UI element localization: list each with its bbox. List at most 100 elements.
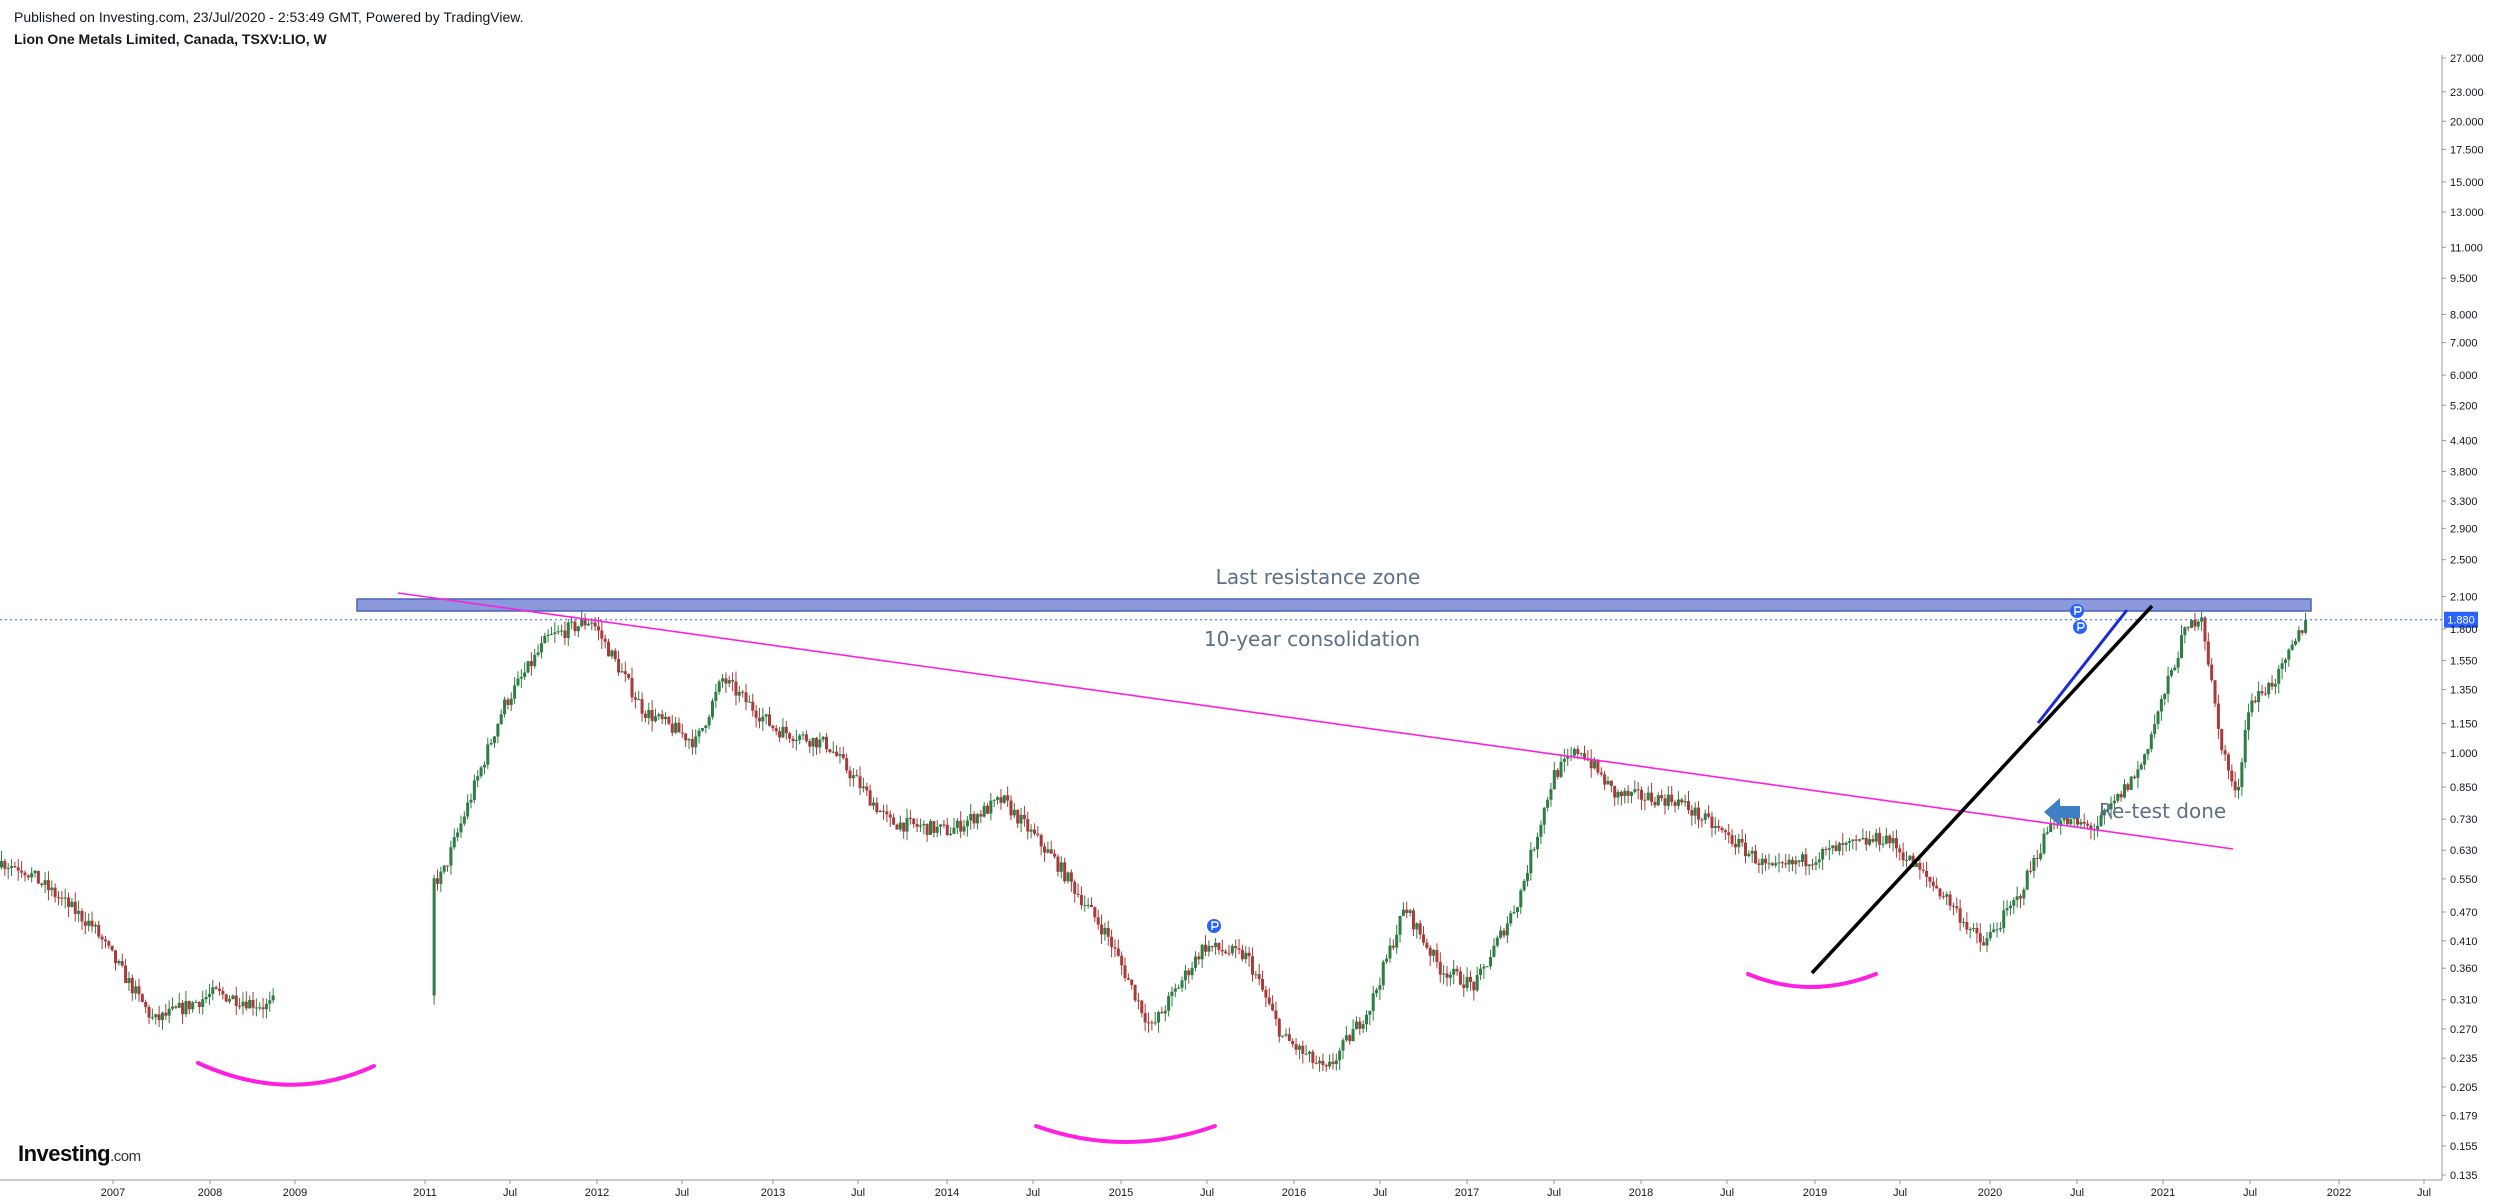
candle-body xyxy=(1261,978,1265,990)
candle-body xyxy=(251,999,255,1008)
candle-body xyxy=(1629,791,1633,796)
candle-body xyxy=(814,737,818,748)
candle-body xyxy=(845,758,849,771)
candle-body xyxy=(744,692,748,703)
price-tick-label: 17.500 xyxy=(2450,144,2484,156)
candle-body xyxy=(157,1014,161,1021)
candle-body xyxy=(529,661,533,667)
candle-body xyxy=(1666,794,1670,806)
candle-body xyxy=(1408,910,1412,913)
candle-body xyxy=(1599,772,1603,775)
symbol-title: Lion One Metals Limited, Canada, TSXV:LI… xyxy=(14,31,327,47)
candle-body xyxy=(268,1000,272,1004)
candle-body xyxy=(2183,627,2187,636)
candle-body xyxy=(791,738,795,742)
candle-body xyxy=(1918,863,1922,870)
candle-body xyxy=(1200,944,1204,960)
candle-body xyxy=(1864,837,1868,845)
candle-body xyxy=(1804,854,1808,867)
candle-body xyxy=(1140,1000,1144,1014)
candle-body xyxy=(1277,1018,1281,1037)
candle-body xyxy=(1083,905,1087,907)
candle-body xyxy=(1287,1034,1291,1041)
candle-body xyxy=(1995,929,1999,931)
candle-body xyxy=(1764,858,1768,864)
candle-body xyxy=(580,619,584,627)
candle-body xyxy=(2106,809,2110,812)
time-tick-label: 2009 xyxy=(283,1187,307,1199)
candle-body xyxy=(1525,873,1529,881)
price-tick-label: 2.100 xyxy=(2450,591,2478,603)
candle-body xyxy=(969,814,973,821)
candle-body xyxy=(955,820,959,828)
candle-body xyxy=(506,699,510,705)
candle-body xyxy=(781,726,785,738)
time-tick-label: Jul xyxy=(2243,1187,2257,1199)
candle-body xyxy=(201,999,205,1007)
candle-body xyxy=(2237,786,2241,791)
time-tick-label: 2012 xyxy=(585,1187,609,1199)
candle-body xyxy=(1871,839,1875,842)
candle-body xyxy=(1720,827,1724,831)
candle-body xyxy=(1515,907,1519,913)
candle-body xyxy=(885,811,889,815)
candle-body xyxy=(932,821,936,833)
time-tick-label: 2017 xyxy=(1455,1187,1479,1199)
candle-body xyxy=(888,814,892,818)
event-marker-glyph xyxy=(2074,606,2082,615)
candle-body xyxy=(174,1006,178,1008)
price-tick-label: 27.000 xyxy=(2450,53,2484,65)
candle-body xyxy=(617,658,621,673)
candle-body xyxy=(1435,950,1439,963)
candle-body xyxy=(999,797,1003,803)
candle-body xyxy=(446,865,450,867)
candle-body xyxy=(620,671,624,673)
candle-body xyxy=(1378,985,1382,990)
candle-body xyxy=(2116,794,2120,801)
candle-body xyxy=(1418,923,1422,935)
candle-body xyxy=(1509,913,1513,924)
candle-body xyxy=(1579,753,1583,755)
candle-body xyxy=(539,643,543,653)
candle-body xyxy=(838,754,842,756)
candle-body xyxy=(77,910,81,914)
rising-trendline-black xyxy=(1810,604,2154,975)
candle-body xyxy=(50,887,54,891)
candle-body xyxy=(627,674,631,678)
candle-body xyxy=(2267,682,2271,695)
time-tick-label: 2013 xyxy=(761,1187,785,1199)
last-price-badge xyxy=(2444,611,2478,628)
candle-body xyxy=(1066,872,1070,882)
event-marker-glyph xyxy=(1211,921,1219,930)
candle-body xyxy=(2076,817,2080,825)
candle-body xyxy=(489,742,493,745)
candle-body xyxy=(1237,948,1241,950)
candle-body xyxy=(1613,785,1617,798)
candle-body xyxy=(2065,818,2069,825)
candle-body xyxy=(1697,807,1701,820)
candle-body xyxy=(1271,1003,1275,1011)
candle-body xyxy=(2032,857,2036,871)
candle-body xyxy=(1089,904,1093,908)
candle-body xyxy=(1730,835,1734,844)
candle-body xyxy=(2079,822,2083,825)
candle-body xyxy=(442,865,446,872)
candle-body xyxy=(1767,863,1771,865)
candle-body xyxy=(1965,921,1969,930)
candle-body xyxy=(1210,945,1214,948)
candle-body xyxy=(1032,829,1036,834)
candle-body xyxy=(808,741,812,747)
price-tick-label: 0.270 xyxy=(2450,1024,2478,1036)
time-tick-label: 2011 xyxy=(413,1187,437,1199)
candle-body xyxy=(2166,675,2170,694)
candle-body xyxy=(979,814,983,817)
price-tick-label: 0.235 xyxy=(2450,1053,2478,1065)
candle-body xyxy=(191,1002,195,1010)
price-tick-label: 7.000 xyxy=(2450,338,2478,350)
time-tick-label: 2020 xyxy=(1978,1187,2002,1199)
candle-body xyxy=(482,764,486,768)
candle-body xyxy=(680,732,684,734)
candle-body xyxy=(1063,862,1067,882)
candle-body xyxy=(1837,843,1841,852)
